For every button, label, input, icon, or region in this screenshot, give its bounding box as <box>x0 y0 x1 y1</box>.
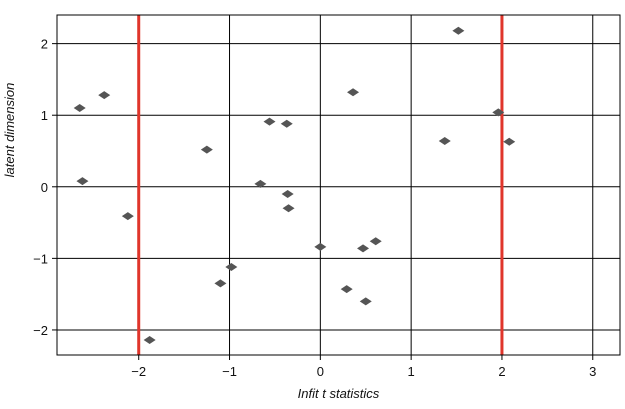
y-axis-title: latent dimension <box>2 83 17 178</box>
data-point <box>121 212 134 221</box>
data-point <box>347 88 360 97</box>
data-point <box>98 91 111 100</box>
y-tick-label: 1 <box>41 108 48 123</box>
x-tick-label: 2 <box>498 364 505 379</box>
data-point <box>492 108 505 117</box>
data-point <box>340 285 353 294</box>
data-point <box>281 189 294 198</box>
grid <box>57 15 620 355</box>
data-point <box>357 244 370 253</box>
plot-frame <box>56 14 621 356</box>
x-tick-label: 0 <box>317 364 324 379</box>
data-point <box>214 279 227 288</box>
data-point <box>263 117 276 126</box>
data-point <box>200 145 213 154</box>
data-point <box>280 119 293 128</box>
data-points <box>73 26 516 344</box>
y-tick-label: 2 <box>41 37 48 52</box>
data-point <box>369 237 382 246</box>
data-point <box>76 177 89 186</box>
data-point <box>73 104 86 113</box>
data-point <box>503 137 516 146</box>
x-axis-title: Infit t statistics <box>298 386 380 401</box>
y-tick-label: −2 <box>33 323 48 338</box>
y-tick-label: 0 <box>41 180 48 195</box>
x-tick-label: −2 <box>131 364 146 379</box>
data-point <box>225 262 238 271</box>
data-point <box>254 179 267 188</box>
data-point <box>438 136 451 145</box>
x-tick-label: 3 <box>589 364 596 379</box>
x-tick-label: −1 <box>222 364 237 379</box>
data-point <box>452 26 465 35</box>
data-point <box>314 242 327 251</box>
reference-lines <box>137 15 504 355</box>
data-point <box>143 335 156 344</box>
data-point <box>359 297 372 306</box>
y-tick-label: −1 <box>33 251 48 266</box>
data-point <box>282 204 295 213</box>
tick-labels: −2 −1 0 1 2 3 −2 −1 0 1 2 <box>33 37 596 379</box>
x-tick-label: 1 <box>408 364 415 379</box>
